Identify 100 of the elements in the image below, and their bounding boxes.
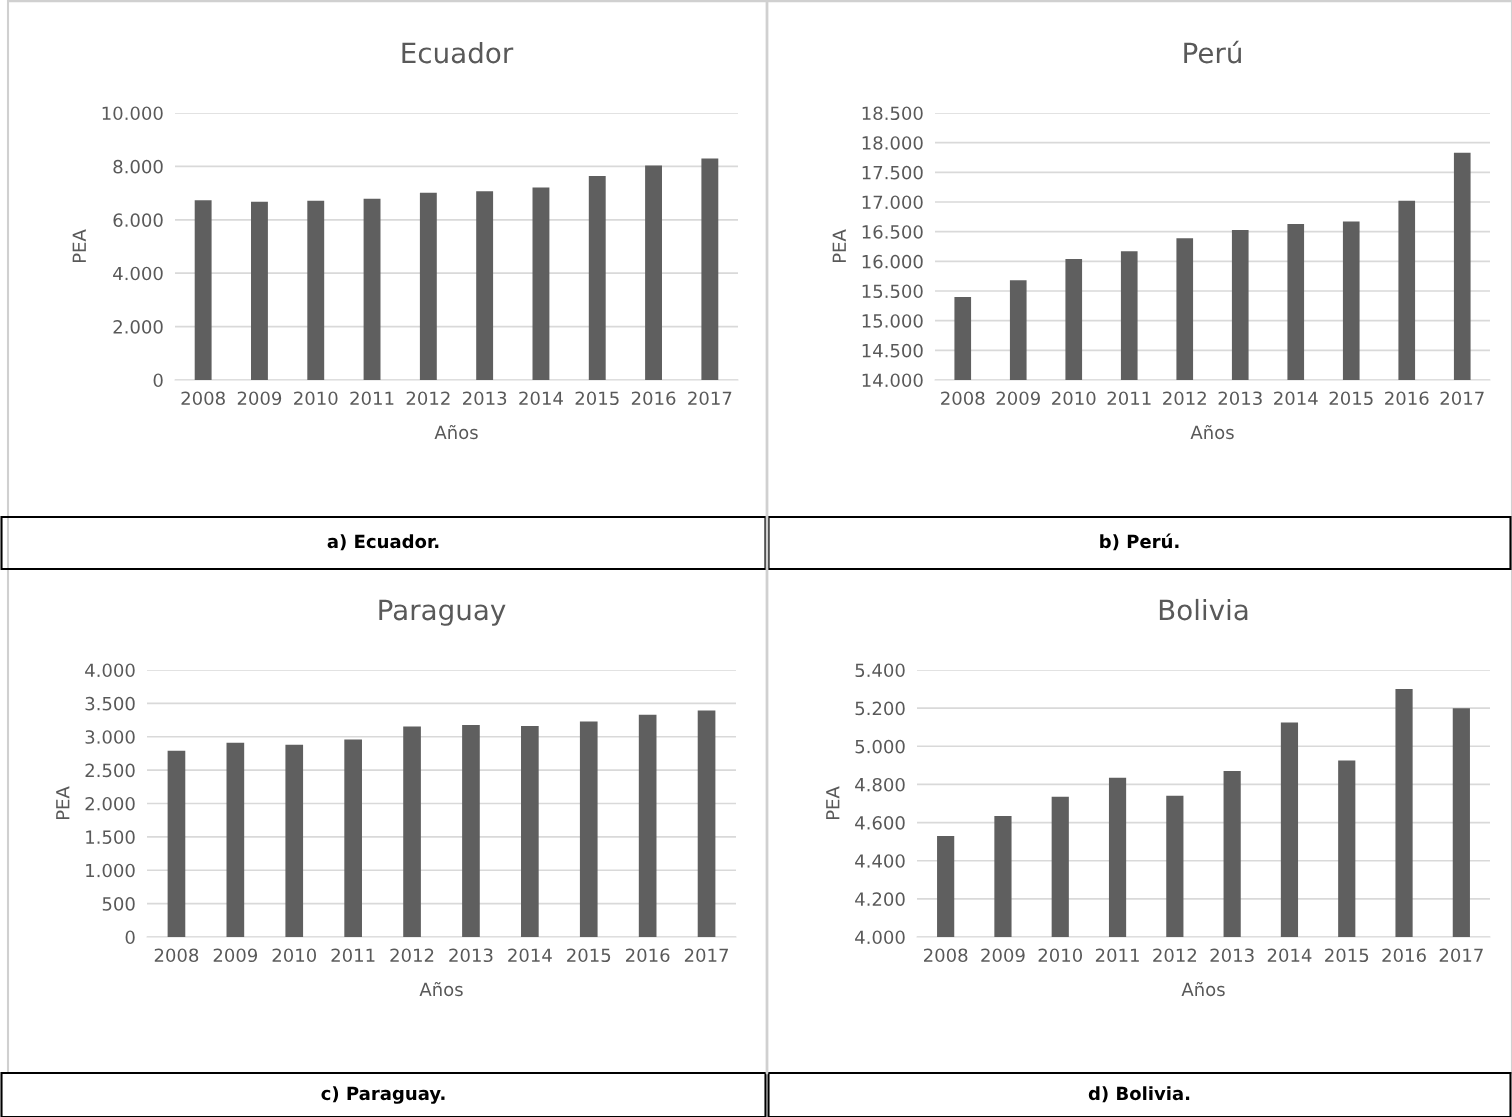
x-tick-label: 2013 <box>449 948 493 963</box>
x-tick-label: 2016 <box>631 391 676 406</box>
bar <box>462 725 480 937</box>
x-tick-label: 2014 <box>1274 391 1318 406</box>
x-tick-label: 2014 <box>519 391 563 406</box>
bar <box>701 158 719 380</box>
bar <box>363 198 381 380</box>
y-tick-label: 10.000 <box>102 106 163 121</box>
bar <box>307 200 325 380</box>
y-tick-label: 0 <box>125 930 135 945</box>
x-tick-label: 2011 <box>1107 391 1151 406</box>
x-axis-title: Años <box>434 424 478 440</box>
y-tick-label: 18.500 <box>862 106 923 121</box>
x-tick-label: 2014 <box>508 948 552 963</box>
x-tick-label: 2009 <box>213 948 258 963</box>
y-tick-label: 5.200 <box>855 701 905 716</box>
y-tick-label: 4.200 <box>855 892 905 906</box>
y-tick-label: 14.500 <box>862 343 923 358</box>
x-tick-label: 2009 <box>981 948 1025 963</box>
bar <box>344 739 362 937</box>
x-tick-label: 2012 <box>406 391 450 406</box>
y-tick-label: 17.000 <box>862 195 923 210</box>
bar <box>645 165 662 380</box>
x-tick-label: 2016 <box>1382 948 1426 963</box>
bar <box>251 201 268 380</box>
x-tick-label: 2008 <box>181 391 225 406</box>
y-tick-label: 8.000 <box>113 159 163 174</box>
chart-title: Ecuador <box>402 41 514 64</box>
x-tick-label: 2017 <box>1439 948 1483 963</box>
x-tick-label: 2015 <box>1325 948 1369 963</box>
x-tick-label: 2008 <box>154 948 199 963</box>
bar <box>194 200 212 380</box>
x-tick-label: 2008 <box>941 391 985 406</box>
x-tick-label: 2016 <box>1385 391 1429 406</box>
chart-title: Perú <box>1184 40 1241 64</box>
x-tick-label: 2013 <box>463 391 507 406</box>
x-tick-label: 2015 <box>567 948 611 963</box>
x-tick-label: 2009 <box>237 391 282 406</box>
y-tick-label: 2.500 <box>85 763 135 778</box>
x-tick-label: 2016 <box>626 948 670 963</box>
y-tick-label: 5.000 <box>855 739 905 754</box>
y-axis-title: PEA <box>72 229 86 263</box>
x-tick-label: 2015 <box>575 391 619 406</box>
x-tick-label: 2009 <box>996 391 1040 406</box>
bar <box>476 191 494 380</box>
y-tick-label: 4.000 <box>85 663 135 678</box>
text: a) Ecuador. <box>327 534 439 551</box>
y-tick-label: 16.000 <box>862 254 923 269</box>
y-tick-label: 4.600 <box>855 816 905 830</box>
bar <box>419 192 437 380</box>
bar <box>579 721 598 937</box>
bar <box>638 714 657 937</box>
chart-title: Bolivia <box>1159 598 1248 621</box>
y-tick-label: 3.000 <box>85 730 135 744</box>
y-tick-label: 15.000 <box>862 314 923 328</box>
x-tick-label: 2012 <box>1153 948 1197 963</box>
x-tick-label: 2010 <box>272 948 317 963</box>
y-tick-label: 4.800 <box>855 777 905 792</box>
bar <box>167 750 186 937</box>
y-axis-title: PEA <box>56 786 70 820</box>
x-axis-title: Años <box>1190 424 1234 440</box>
y-tick-label: 0 <box>153 373 163 388</box>
bar <box>588 176 606 380</box>
y-tick-label: 14.000 <box>862 373 923 388</box>
x-tick-label: 2014 <box>1267 948 1312 963</box>
y-tick-label: 2.000 <box>85 796 135 811</box>
y-tick-label: 3.500 <box>85 696 135 711</box>
y-tick-label: 15.500 <box>862 284 923 299</box>
x-axis-title: Años <box>419 981 463 997</box>
y-tick-label: 4.000 <box>855 930 905 945</box>
x-axis-title: Años <box>1181 981 1225 997</box>
x-tick-label: 2012 <box>1163 391 1206 406</box>
x-tick-label: 2011 <box>1095 948 1139 963</box>
bar <box>697 710 716 937</box>
x-tick-label: 2013 <box>1218 391 1262 406</box>
bar <box>285 744 304 937</box>
x-tick-label: 2015 <box>1329 391 1373 406</box>
x-tick-label: 2012 <box>390 948 434 963</box>
y-tick-label: 17.500 <box>862 165 923 180</box>
y-tick-label: 4.000 <box>113 266 163 281</box>
x-tick-label: 2011 <box>331 948 375 963</box>
text: d) Bolivia. <box>1088 1086 1190 1103</box>
y-tick-label: 500 <box>102 897 135 911</box>
bar <box>226 742 245 937</box>
y-tick-label: 1.000 <box>86 863 135 878</box>
y-tick-label: 5.400 <box>855 663 905 678</box>
y-tick-label: 16.500 <box>862 225 923 239</box>
y-axis-title: PEA <box>826 786 840 820</box>
y-tick-label: 2.000 <box>113 320 163 334</box>
x-tick-label: 2010 <box>294 391 338 406</box>
text: b) Perú. <box>1100 533 1179 551</box>
x-tick-label: 2017 <box>684 948 728 963</box>
chart-title: Paraguay <box>379 599 506 626</box>
y-tick-label: 6.000 <box>113 213 163 227</box>
bar <box>403 726 421 937</box>
y-tick-label: 1.500 <box>86 830 135 844</box>
x-tick-label: 2017 <box>1440 391 1484 406</box>
x-tick-label: 2013 <box>1210 948 1254 963</box>
x-tick-label: 2010 <box>1052 391 1096 406</box>
x-tick-label: 2008 <box>924 948 968 963</box>
